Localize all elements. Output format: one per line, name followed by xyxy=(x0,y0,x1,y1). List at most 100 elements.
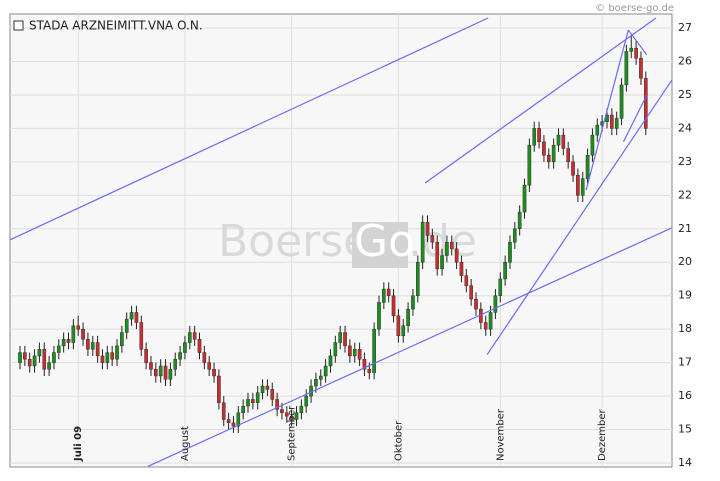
y-tick-label: 23 xyxy=(678,155,692,168)
candle-body xyxy=(522,185,527,213)
candle-body xyxy=(246,399,250,407)
candle-body xyxy=(275,399,279,410)
candle-body xyxy=(57,345,61,353)
candle xyxy=(532,121,537,152)
candle-body xyxy=(115,345,119,360)
candle-body xyxy=(469,285,473,300)
candle xyxy=(517,205,522,236)
candle xyxy=(105,345,110,370)
x-tick-label: November xyxy=(495,408,506,461)
candle xyxy=(61,332,66,353)
candle xyxy=(163,359,168,387)
candle-body xyxy=(430,235,435,243)
candle-body xyxy=(197,338,202,353)
candle-body xyxy=(231,422,236,427)
candle-body xyxy=(333,342,338,357)
candle-body xyxy=(372,328,376,373)
credit: © boerse-go.de xyxy=(595,3,674,14)
candle xyxy=(202,345,207,370)
candle xyxy=(386,282,391,303)
candle-body xyxy=(212,369,216,377)
candle xyxy=(100,349,105,370)
trend-line xyxy=(627,29,648,56)
candle-body xyxy=(391,295,396,316)
candle xyxy=(430,228,435,249)
candle-body xyxy=(464,275,469,286)
candle xyxy=(449,235,454,256)
trend-line xyxy=(622,94,648,143)
candle-body xyxy=(76,325,81,330)
candle-body xyxy=(90,342,95,350)
candle-body xyxy=(503,262,507,280)
candle-body xyxy=(498,278,503,296)
candle-body xyxy=(396,315,401,337)
y-tick-label: 17 xyxy=(678,356,692,369)
candle-body xyxy=(595,124,600,136)
candle xyxy=(357,342,362,366)
candle-body xyxy=(425,221,430,236)
candle xyxy=(178,345,182,366)
candle xyxy=(352,342,357,363)
candle xyxy=(173,352,178,376)
candle xyxy=(144,342,148,370)
candle xyxy=(323,359,328,383)
candle xyxy=(265,379,270,397)
candle-body xyxy=(255,392,260,403)
candle xyxy=(624,44,629,92)
candle xyxy=(328,349,333,373)
watermark-text: Go xyxy=(354,216,415,267)
candle-body xyxy=(86,338,90,350)
candle xyxy=(348,339,352,363)
candle xyxy=(459,255,464,283)
candle-body xyxy=(81,328,85,340)
candle-body xyxy=(386,288,391,296)
candle xyxy=(197,332,202,360)
candle-body xyxy=(406,308,410,327)
candle xyxy=(425,215,430,243)
candle-body xyxy=(32,355,37,367)
candle xyxy=(391,289,396,323)
candle-body xyxy=(614,118,619,129)
candle xyxy=(217,369,221,410)
candle xyxy=(207,355,211,376)
candle-body xyxy=(435,241,440,270)
candle xyxy=(629,34,634,59)
candle xyxy=(644,71,648,136)
candle xyxy=(619,78,624,126)
candle xyxy=(304,389,309,413)
candle xyxy=(129,305,134,326)
candle xyxy=(338,325,342,350)
y-tick-label: 22 xyxy=(678,188,692,201)
candle-body xyxy=(265,385,270,390)
x-tick-label: September xyxy=(287,405,298,461)
candle-body xyxy=(270,389,275,400)
candle xyxy=(551,138,556,169)
candle xyxy=(382,282,386,310)
candle xyxy=(498,272,503,303)
candle xyxy=(285,406,289,423)
candle xyxy=(23,345,27,366)
candle-body xyxy=(619,84,624,119)
y-tick-label: 21 xyxy=(678,222,692,235)
candle xyxy=(251,392,255,410)
candle xyxy=(158,359,163,383)
y-tick-label: 27 xyxy=(678,21,692,34)
candle-body xyxy=(207,362,211,370)
candle-body xyxy=(576,175,580,196)
candle-body xyxy=(120,332,124,347)
candle xyxy=(377,295,381,336)
candle-body xyxy=(411,295,415,310)
candle-body xyxy=(100,355,105,363)
candle xyxy=(226,412,231,430)
candle-body xyxy=(37,349,42,357)
candle-body xyxy=(348,345,352,357)
candle-body xyxy=(377,302,381,330)
candle xyxy=(614,111,619,136)
candle-body xyxy=(415,262,420,296)
candle-body xyxy=(338,332,342,343)
candle xyxy=(66,332,71,350)
candle-body xyxy=(241,405,245,414)
candle-body xyxy=(304,395,309,407)
candle xyxy=(318,369,323,387)
candle xyxy=(343,325,347,353)
